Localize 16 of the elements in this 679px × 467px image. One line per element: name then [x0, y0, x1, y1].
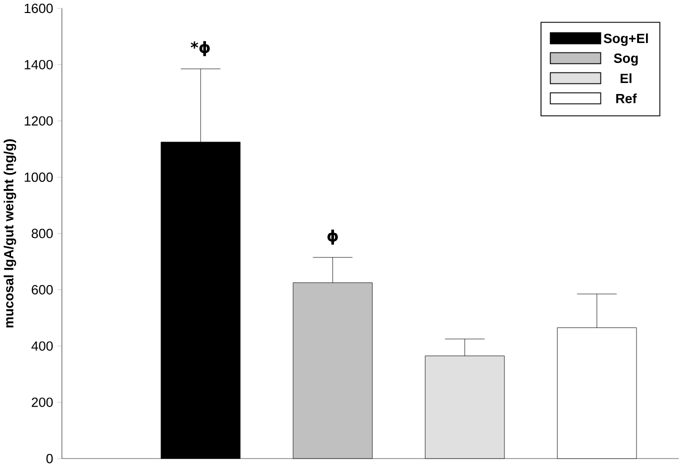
y-tick-label: 800 — [32, 228, 53, 238]
y-tick-label: 1600 — [24, 4, 53, 14]
annotation: *ϕ — [190, 41, 210, 56]
legend-label: Sog+El — [604, 33, 648, 46]
y-tick-label: 1400 — [24, 60, 53, 70]
y-tick-label: 400 — [31, 341, 53, 351]
legend-label: Sog — [614, 54, 638, 66]
y-tick-label: 0 — [46, 454, 53, 464]
y-tick-label: 1200 — [24, 116, 53, 126]
y-tick-label: 1000 — [24, 172, 53, 182]
y-axis-title: mucosal IgA/gut weight (ng/g) — [4, 139, 16, 328]
y-tick-label: 600 — [32, 285, 53, 294]
legend-label: Ref — [616, 94, 637, 104]
legend-label: El — [620, 73, 632, 83]
annotation: ϕ — [327, 230, 338, 245]
y-tick-label: 200 — [32, 398, 53, 408]
